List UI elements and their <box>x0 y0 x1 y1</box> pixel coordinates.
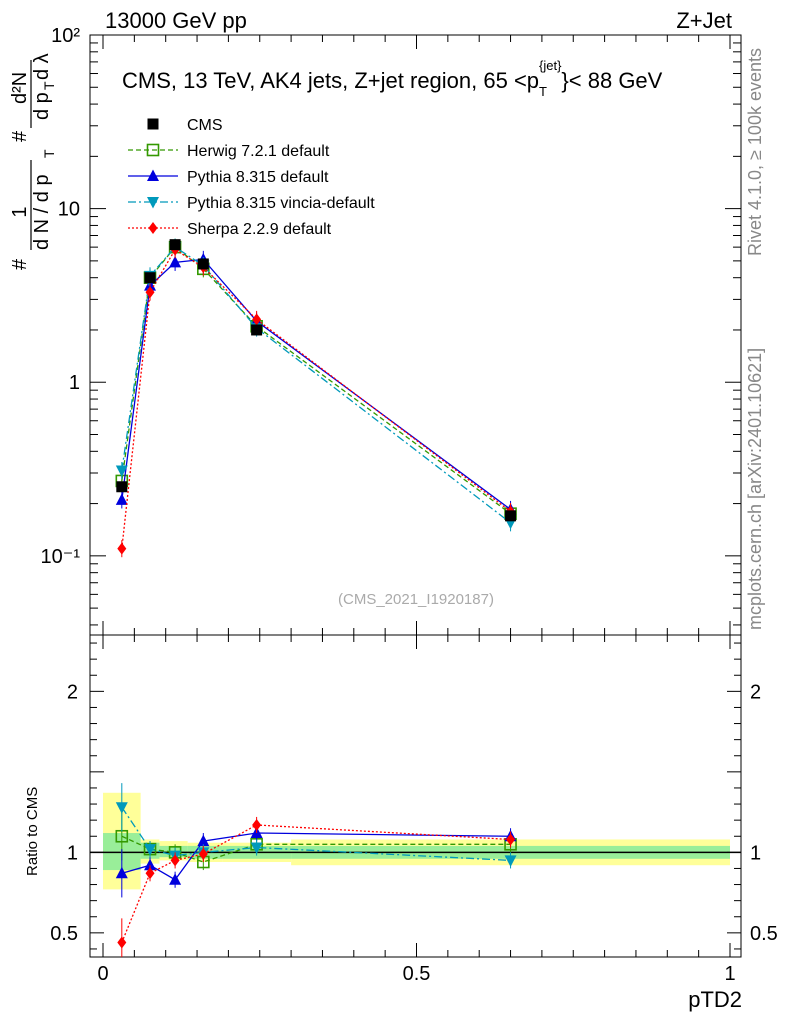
series-line-pythia-8-315-vincia-default <box>121 246 511 524</box>
legend-marker-cms <box>147 118 159 130</box>
mcplots-label: mcplots.cern.ch [arXiv:2401.10621] <box>745 348 765 630</box>
ratio-point-pythia-8-315-vincia-default <box>504 855 517 867</box>
ratio-point-sherpa-2-2-9-default <box>252 818 262 831</box>
main-axis-ticks: 10⁻¹ 1 10 10² <box>41 25 741 635</box>
legend-label-cms: CMS <box>187 117 223 134</box>
svg-text:d N / d p: d N / d p <box>31 174 53 250</box>
x-tick-label: 0.5 <box>403 963 431 985</box>
ratio-series-group <box>115 783 517 957</box>
svg-text:#: # <box>9 258 31 270</box>
ratio-point-pythia-8-315-default <box>197 834 210 847</box>
ratio-point-pythia-8-315-vincia-default <box>144 844 157 856</box>
x-axis-label: pTD2 <box>688 987 742 1012</box>
point-sherpa-2-2-9-default <box>145 286 155 299</box>
ratio-y-tick-label-right: 1 <box>750 842 761 864</box>
y-tick-label: 10² <box>51 25 80 47</box>
ratio-plot-frame <box>89 634 742 958</box>
main-y-axis-label: # 1 d N / d p T # d p T d λ d²N <box>9 53 57 270</box>
ratio-y-tick-label: 1 <box>67 842 78 864</box>
ratio-line-sherpa-2-2-9-default <box>121 824 511 943</box>
title-sub: T <box>539 84 547 99</box>
ratio-point-pythia-8-315-vincia-default <box>115 802 128 814</box>
ratio-point-sherpa-2-2-9-default <box>145 867 155 880</box>
ratio-y-axis-label: Ratio to CMS <box>24 787 41 876</box>
point-pythia-8-315-vincia-default <box>115 465 128 478</box>
ratio-y-tick-label-right: 0.5 <box>750 923 778 945</box>
svg-text:d²N: d²N <box>9 72 31 104</box>
point-sherpa-2-2-9-default <box>252 313 262 326</box>
point-pythia-8-315-default <box>115 493 128 505</box>
point-cms <box>116 481 128 493</box>
ratio-point-sherpa-2-2-9-default <box>170 854 180 867</box>
y-tick-label: 10⁻¹ <box>41 546 81 568</box>
rivet-label: Rivet 4.1.0, ≥ 100k events <box>745 48 765 256</box>
svg-text:d λ: d λ <box>31 53 53 80</box>
point-sherpa-2-2-9-default <box>117 542 127 555</box>
ratio-point-pythia-8-315-vincia-default <box>250 842 263 855</box>
legend-marker-pythia-8-315-vincia-default <box>147 197 159 209</box>
ratio-line-pythia-8-315-default <box>121 832 511 881</box>
main-series-group <box>115 238 517 558</box>
beam-label: 13000 GeV pp <box>105 8 247 33</box>
point-cms <box>197 258 209 270</box>
series-line-sherpa-2-2-9-default <box>121 248 511 549</box>
ratio-point-sherpa-2-2-9-default <box>506 833 516 846</box>
title-sup: {jet} <box>539 58 562 73</box>
x-tick-label: 1 <box>724 963 735 985</box>
process-label: Z+Jet <box>676 8 732 33</box>
series-line-herwig-7-2-1-default <box>121 246 511 515</box>
point-pythia-8-315-default <box>169 255 182 268</box>
svg-text:#: # <box>9 130 31 142</box>
legend-marker-herwig-7-2-1-default <box>146 143 160 157</box>
y-tick-label: 10 <box>58 199 80 221</box>
point-cms <box>169 239 181 251</box>
ratio-point-pythia-8-315-default <box>115 866 128 879</box>
legend-label-pythia-8-315-vincia-default: Pythia 8.315 vincia-default <box>187 195 375 212</box>
svg-text:T: T <box>41 81 57 90</box>
legend-label-sherpa-2-2-9-default: Sherpa 2.2.9 default <box>187 221 332 238</box>
point-cms <box>144 272 156 284</box>
legend-marker-pythia-8-315-default <box>147 169 159 181</box>
ratio-y-tick-label: 0.5 <box>50 923 78 945</box>
svg-text:1: 1 <box>9 206 31 217</box>
point-cms <box>251 324 263 336</box>
series-line-pythia-8-315-default <box>121 258 511 510</box>
ratio-y-tick-label: 2 <box>67 681 78 703</box>
legend-label-pythia-8-315-default: Pythia 8.315 default <box>187 169 329 186</box>
ratio-point-sherpa-2-2-9-default <box>117 936 127 949</box>
ratio-axis-ticks: 0 0.5 1 0.5 0.5 1 1 2 2 <box>50 635 778 985</box>
legend: CMS Herwig 7.2.1 default Pythia 8.315 defa… <box>128 117 375 238</box>
point-cms <box>505 510 517 522</box>
svg-text:d p: d p <box>31 92 53 120</box>
x-tick-label: 0 <box>97 963 108 985</box>
ratio-point-pythia-8-315-default <box>144 858 157 871</box>
ratio-y-tick-label-right: 2 <box>750 681 761 703</box>
ratio-uncertainty-bands <box>90 792 741 890</box>
analysis-watermark: (CMS_2021_I1920187) <box>338 591 494 608</box>
title-tail: }< 88 GeV <box>561 68 662 93</box>
ratio-point-pythia-8-315-default <box>169 873 182 885</box>
legend-label-herwig-7-2-1-default: Herwig 7.2.1 default <box>187 143 330 160</box>
legend-marker-sherpa-2-2-9-default <box>148 222 158 234</box>
chart-title: CMS, 13 TeV, AK4 jets, Z+jet region, 65 … <box>122 58 663 99</box>
ratio-point-sherpa-2-2-9-default <box>198 847 208 860</box>
y-tick-label: 1 <box>69 372 80 394</box>
svg-text:T: T <box>41 149 57 158</box>
